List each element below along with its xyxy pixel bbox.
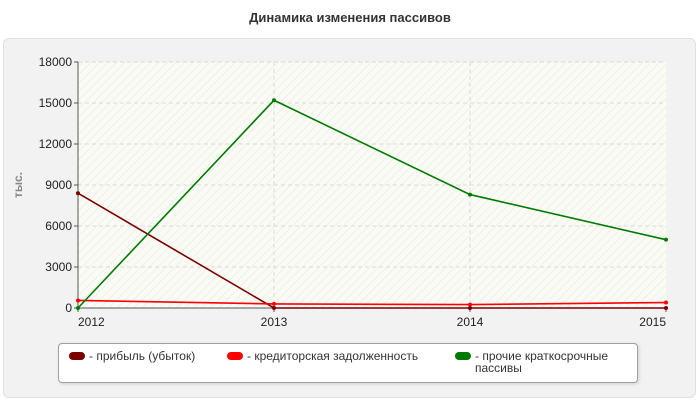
- y-axis-label: тыс.: [11, 172, 25, 198]
- series-line-2[interactable]: [77, 99, 667, 309]
- legend-label-other-liabilities: - прочие краткосрочные пассивы: [475, 349, 609, 375]
- legend-swatch-payables: [227, 352, 243, 360]
- data-point[interactable]: [76, 191, 80, 196]
- legend-label-profit: - прибыль (убыток): [89, 349, 196, 363]
- data-point[interactable]: [272, 98, 276, 103]
- y-tick-label: 6000: [45, 219, 72, 233]
- x-tick-labels: 2012 2013 2014 2015: [78, 315, 666, 329]
- data-point[interactable]: [664, 300, 668, 305]
- x-tick-label: 2012: [78, 315, 105, 329]
- legend-label-payables: - кредиторская задолженность: [247, 349, 419, 363]
- data-point[interactable]: [664, 306, 668, 310]
- series-line-0[interactable]: [77, 192, 666, 309]
- data-point[interactable]: [76, 306, 80, 310]
- data-point[interactable]: [468, 302, 472, 307]
- series-group: [76, 98, 668, 310]
- y-tick-label: 9000: [45, 178, 72, 192]
- y-tick-labels: 0 3000 6000 9000 12000 15000 18000: [39, 55, 73, 315]
- grid-lines: [78, 61, 666, 308]
- x-tick-label: 2013: [261, 315, 288, 329]
- series-line-1[interactable]: [77, 299, 667, 306]
- legend-item-payables[interactable]: - кредиторская задолженность: [227, 350, 418, 362]
- legend-swatch-profit: [69, 352, 85, 360]
- data-point[interactable]: [272, 301, 276, 306]
- chart-title: Динамика изменения пассивов: [249, 10, 451, 25]
- x-tick-label: 2014: [457, 315, 484, 329]
- x-tick-label: 2015: [639, 315, 666, 329]
- y-tick-label: 3000: [45, 260, 72, 274]
- legend-item-profit[interactable]: - прибыль (убыток): [69, 350, 195, 362]
- y-tick-label: 15000: [39, 96, 73, 110]
- y-tick-label: 12000: [39, 137, 73, 151]
- data-point[interactable]: [76, 298, 80, 303]
- data-point[interactable]: [664, 237, 668, 242]
- data-point[interactable]: [468, 306, 472, 310]
- legend-item-other-liabilities[interactable]: - прочие краткосрочные пассивы: [455, 350, 633, 374]
- data-point[interactable]: [272, 306, 276, 310]
- data-point[interactable]: [468, 192, 472, 197]
- legend: - прибыль (убыток) - кредиторская задолж…: [58, 343, 638, 383]
- y-tick-label: 0: [65, 301, 72, 315]
- y-tick-label: 18000: [39, 55, 73, 69]
- legend-swatch-other-liabilities: [455, 352, 471, 360]
